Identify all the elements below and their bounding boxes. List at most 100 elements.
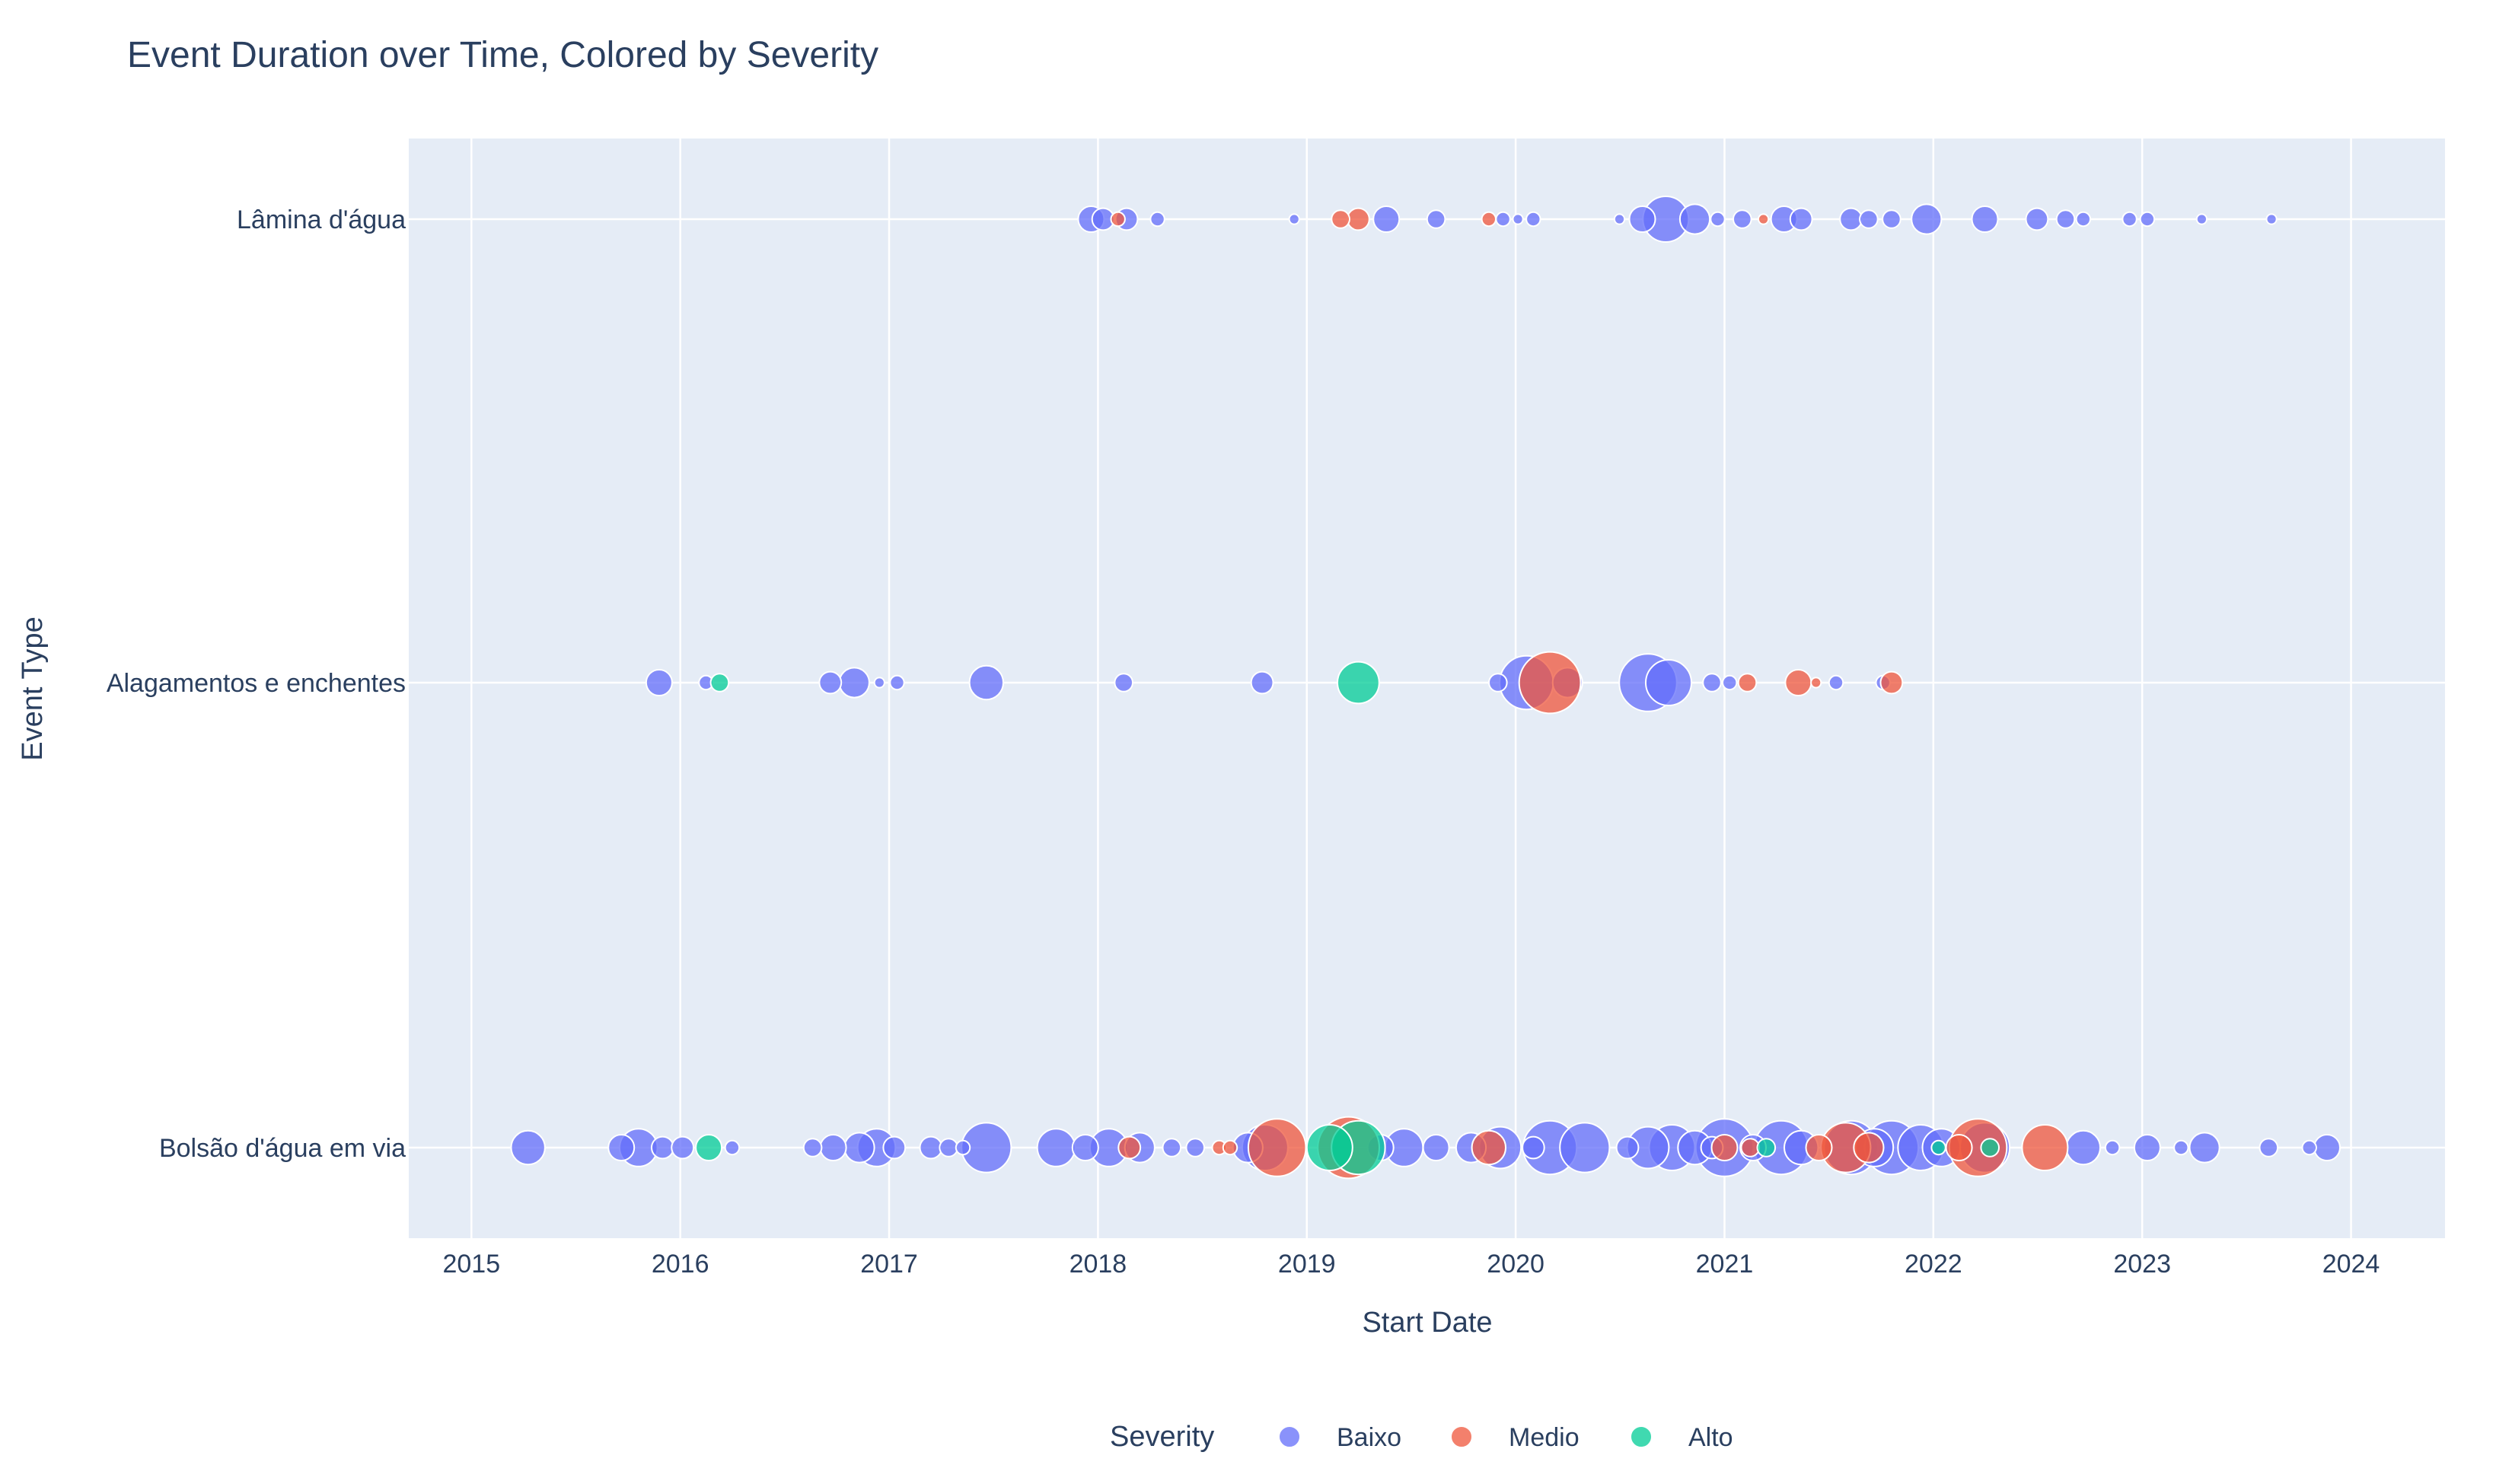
data-point-baixo (1628, 205, 1656, 233)
data-point-baixo (2173, 1139, 2189, 1156)
x-axis-title: Start Date (1362, 1307, 1492, 1339)
data-point-baixo (1525, 211, 1541, 228)
x-tick-label: 2015 (442, 1250, 500, 1279)
data-point-alto (1980, 1138, 2000, 1158)
data-point-baixo (2025, 207, 2049, 231)
data-point-baixo (1372, 205, 1401, 233)
data-point-baixo (2313, 1134, 2341, 1161)
data-point-baixo (1495, 211, 1511, 228)
legend-item-alto: Alto (1630, 1423, 1733, 1452)
data-point-baixo (968, 664, 1005, 701)
data-point-baixo (2188, 1132, 2220, 1164)
legend-marker (1630, 1425, 1653, 1448)
data-point-baixo (1185, 1138, 1205, 1158)
data-point-baixo (1613, 213, 1626, 225)
legend-label: Alto (1688, 1423, 1733, 1452)
y-axis-title: Event Type (17, 616, 49, 760)
data-point-alto (1337, 661, 1380, 705)
data-point-baixo (838, 667, 870, 699)
data-point-baixo (919, 1135, 943, 1160)
data-point-alto (695, 1134, 723, 1161)
x-tick-label: 2018 (1070, 1250, 1127, 1279)
data-point-medio (1737, 673, 1758, 693)
plot-area (409, 139, 2445, 1238)
data-point-baixo (1645, 659, 1692, 706)
chart-title: Event Duration over Time, Colored by Sev… (127, 35, 878, 75)
data-point-medio (1471, 1129, 1507, 1166)
data-point-baixo (2133, 1134, 2161, 1161)
data-point-baixo (1882, 209, 1902, 229)
data-point-alto (1930, 1139, 1946, 1156)
data-point-medio (1784, 669, 1812, 696)
data-point-medio (1481, 211, 1497, 228)
data-point-baixo (1288, 213, 1300, 225)
data-point-medio (1347, 207, 1370, 231)
data-point-medio (1853, 1132, 1885, 1164)
data-point-medio (1945, 1134, 1973, 1161)
data-point-baixo (2104, 1139, 2121, 1156)
data-point-baixo (651, 1135, 674, 1160)
data-point-baixo (645, 669, 673, 696)
data-point-baixo (2265, 213, 2278, 225)
data-point-baixo (2121, 211, 2137, 228)
y-axis-ticks: Bolsão d'água em via Alagamentos e enchen… (107, 205, 406, 1163)
x-tick-label: 2019 (1278, 1250, 1336, 1279)
data-point-baixo (802, 1138, 823, 1158)
legend-marker (1278, 1425, 1301, 1448)
data-point-baixo (1426, 209, 1446, 229)
data-point-baixo (1733, 209, 1752, 229)
legend-marker (1450, 1425, 1473, 1448)
legend-item-medio: Medio (1450, 1423, 1580, 1452)
data-point-baixo (873, 677, 885, 689)
data-point-baixo (1422, 1134, 1450, 1161)
data-point-medio (1222, 1139, 1238, 1156)
y-tick-label: Bolsão d'água em via (159, 1134, 406, 1163)
data-point-medio (1805, 1134, 1833, 1161)
y-tick-label: Lâmina d'água (237, 205, 406, 234)
data-point-baixo (2065, 1129, 2102, 1166)
data-point-baixo (1859, 209, 1879, 229)
data-point-baixo (1512, 213, 1524, 225)
data-point-baixo (1710, 211, 1726, 228)
data-point-medio (1758, 213, 1770, 225)
data-point-baixo (1250, 670, 1274, 695)
legend: Severity Baixo Medio Alto (1110, 1421, 1733, 1453)
data-point-baixo (1722, 674, 1738, 691)
data-point-baixo (1521, 1135, 1545, 1160)
data-point-baixo (2055, 209, 2076, 229)
legend-label: Baixo (1337, 1423, 1401, 1452)
data-point-baixo (818, 670, 843, 695)
data-point-baixo (1149, 211, 1165, 228)
x-axis-ticks: 2015 2016 2017 2018 2019 2020 2021 2022 2023 2024 (442, 1250, 2380, 1279)
data-point-medio (1247, 1118, 1307, 1177)
x-tick-label: 2022 (1905, 1250, 1962, 1279)
data-point-baixo (1971, 205, 1999, 233)
data-point-baixo (1702, 673, 1722, 693)
data-point-baixo (1162, 1138, 1182, 1158)
data-point-baixo (510, 1129, 546, 1166)
data-point-medio (1110, 211, 1126, 228)
data-point-baixo (1839, 207, 1863, 231)
x-tick-label: 2020 (1487, 1250, 1544, 1279)
legend-item-baixo: Baixo (1278, 1423, 1401, 1452)
data-point-alto (1305, 1124, 1353, 1171)
data-point-baixo (939, 1138, 958, 1158)
data-point-baixo (955, 1139, 971, 1156)
data-point-alto (1756, 1138, 1777, 1158)
x-tick-label: 2016 (652, 1250, 709, 1279)
data-point-medio (1331, 209, 1350, 229)
data-point-baixo (1071, 1134, 1099, 1161)
data-point-baixo (2139, 211, 2156, 228)
data-point-baixo (2195, 213, 2208, 225)
data-point-baixo (671, 1135, 695, 1160)
data-point-baixo (1678, 203, 1711, 235)
x-tick-label: 2017 (860, 1250, 918, 1279)
legend-title: Severity (1110, 1421, 1214, 1453)
x-tick-label: 2021 (1696, 1250, 1754, 1279)
data-point-baixo (1789, 207, 1813, 231)
data-point-baixo (2259, 1138, 2279, 1158)
data-point-baixo (1559, 1122, 1611, 1174)
x-tick-label: 2023 (2113, 1250, 2171, 1279)
data-point-medio (1117, 1135, 1142, 1160)
data-point-baixo (724, 1139, 741, 1156)
